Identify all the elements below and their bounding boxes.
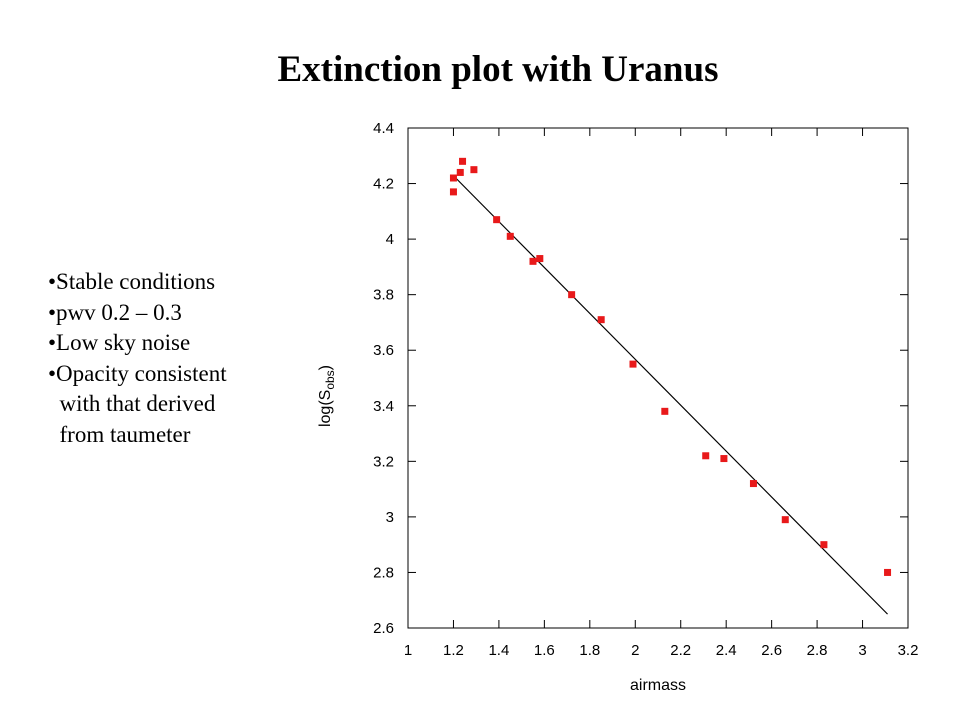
- data-point: [568, 291, 576, 299]
- fit-line: [455, 177, 888, 615]
- fit-line-group: [455, 177, 888, 615]
- y-tick-label: 4: [386, 231, 394, 248]
- data-points: [449, 157, 892, 576]
- data-point: [749, 480, 757, 488]
- y-tick-label: 2.8: [373, 564, 394, 581]
- data-point: [702, 452, 710, 460]
- data-point: [459, 157, 467, 165]
- y-tick-label: 2.6: [373, 620, 394, 637]
- y-axis-label-main: log(S: [317, 390, 334, 427]
- data-point: [449, 174, 457, 182]
- data-point: [661, 407, 669, 415]
- x-axis-label: airmass: [630, 677, 686, 694]
- x-tick-label: 1: [404, 642, 412, 659]
- y-tick-label: 3.2: [373, 453, 394, 470]
- data-point: [884, 568, 892, 576]
- x-tick-label: 3.2: [898, 642, 919, 659]
- x-tick-label: 2.4: [716, 642, 737, 659]
- y-axis-label-subscript: obs: [323, 370, 337, 389]
- bullet-item: from taumeter: [48, 421, 191, 447]
- data-point: [493, 216, 501, 224]
- y-axis-label-suffix: ): [317, 365, 334, 370]
- x-tick-label: 1.2: [443, 642, 464, 659]
- data-point: [781, 516, 789, 524]
- y-tick-label: 3.4: [373, 398, 394, 415]
- data-point: [456, 168, 464, 176]
- bullet-list: •Stable conditions •pwv 0.2 – 0.3 •Low s…: [48, 267, 227, 450]
- slide-title: Extinction plot with Uranus: [277, 49, 719, 90]
- x-tick-label: 2: [631, 642, 639, 659]
- y-tick-label: 3.6: [373, 342, 394, 359]
- y-tick-label: 4.4: [373, 120, 394, 137]
- bullet-item: •Low sky noise: [48, 330, 191, 355]
- y-tick-label: 4.2: [373, 176, 394, 193]
- data-point: [529, 257, 537, 265]
- x-tick-label: 2.2: [670, 642, 691, 659]
- bullet-item: •pwv 0.2 – 0.3: [48, 299, 182, 325]
- y-axis-label: log(Sobs): [317, 365, 337, 427]
- bullet-item: •Stable conditions: [48, 269, 216, 294]
- axis-ticks: 1 1.2 1.4 1.6 1.8 2 2.2 2.4 2.6 2.8 3 3.2 2.6 2.8 3 3.2…: [373, 120, 918, 659]
- data-point: [470, 166, 478, 174]
- plot-frame: [407, 127, 909, 629]
- data-point: [449, 188, 457, 196]
- data-point: [506, 232, 514, 240]
- x-tick-label: 1.6: [534, 642, 555, 659]
- y-tick-label: 3.8: [373, 287, 394, 304]
- x-tick-label: 3: [858, 642, 866, 659]
- data-point: [720, 455, 728, 463]
- data-point: [820, 541, 828, 549]
- data-point: [597, 316, 605, 324]
- bullet-item: with that derived: [48, 391, 216, 416]
- x-tick-label: 2.6: [761, 642, 782, 659]
- x-tick-label: 1.4: [488, 642, 509, 659]
- x-tick-label: 1.8: [579, 642, 600, 659]
- data-point: [536, 255, 544, 263]
- data-point: [629, 360, 637, 368]
- y-tick-label: 3: [386, 509, 394, 526]
- x-tick-label: 2.8: [807, 642, 828, 659]
- bullet-item: •Opacity consistent: [48, 360, 227, 386]
